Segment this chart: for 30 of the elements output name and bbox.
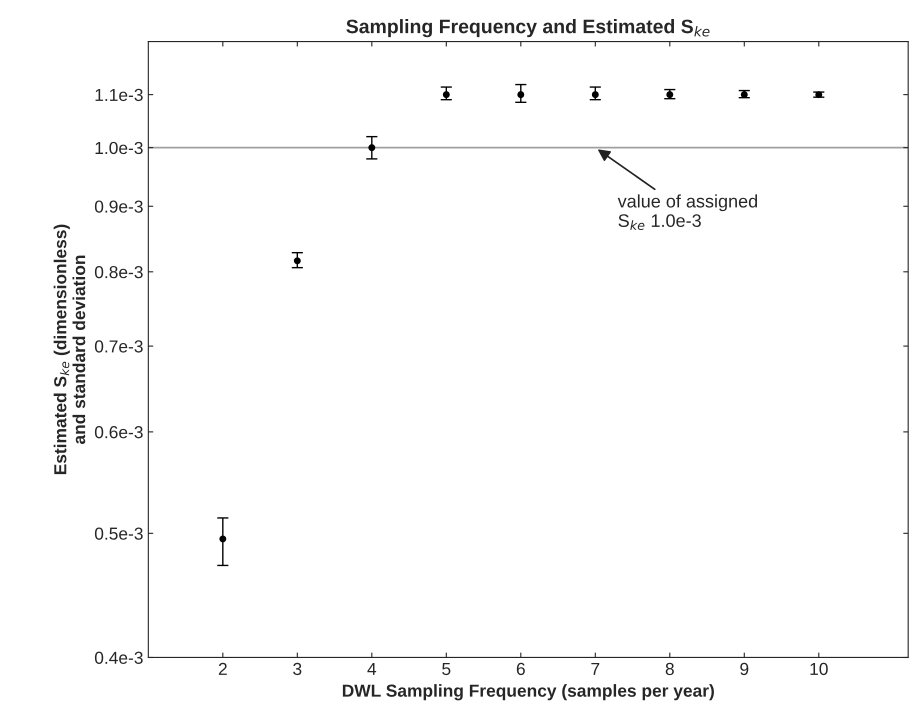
y-axis-title: Estimated S$_{ke}$ (dimensionless) and standard deviation	[54, 224, 86, 474]
point	[294, 257, 301, 264]
y-tick-label: 1.1e-3	[96, 88, 143, 102]
y-tick-label: 0.9e-3	[94, 200, 143, 213]
point	[740, 91, 748, 98]
x-tick-label: 7	[591, 662, 600, 675]
x-axis-title: DWL Sampling Frequency (samples per year)	[342, 684, 714, 700]
y-tick-label: 0.6e-3	[94, 426, 143, 438]
point	[592, 91, 599, 98]
chart-title: Sampling Frequency and Estimated S$_{ke}$	[346, 19, 710, 38]
point	[517, 91, 524, 98]
point	[368, 144, 376, 152]
x-tick-label: 3	[293, 662, 302, 676]
annotation: value of assigned S$_{ke}$ 1.0e-3	[618, 194, 758, 230]
point	[442, 91, 450, 98]
x-tick-label: 8	[666, 662, 674, 676]
x-tick-label: 2	[218, 662, 227, 675]
y-tick-label: 1.0e-3	[96, 142, 143, 154]
point	[666, 91, 674, 98]
x-tick-label: 4	[367, 662, 376, 675]
point	[219, 535, 226, 542]
x-tick-label: 10	[810, 662, 828, 676]
y-tick-label: 0.8e-3	[94, 266, 143, 278]
y-tick-label: 0.5e-3	[94, 527, 143, 540]
y-tick-label: 0.7e-3	[94, 340, 143, 353]
x-tick-label: 9	[740, 662, 748, 676]
x-tick-label: 5	[442, 662, 450, 676]
y-tick-label: 0.4e-3	[94, 652, 143, 664]
point	[815, 91, 822, 98]
x-tick-label: 6	[516, 662, 525, 676]
